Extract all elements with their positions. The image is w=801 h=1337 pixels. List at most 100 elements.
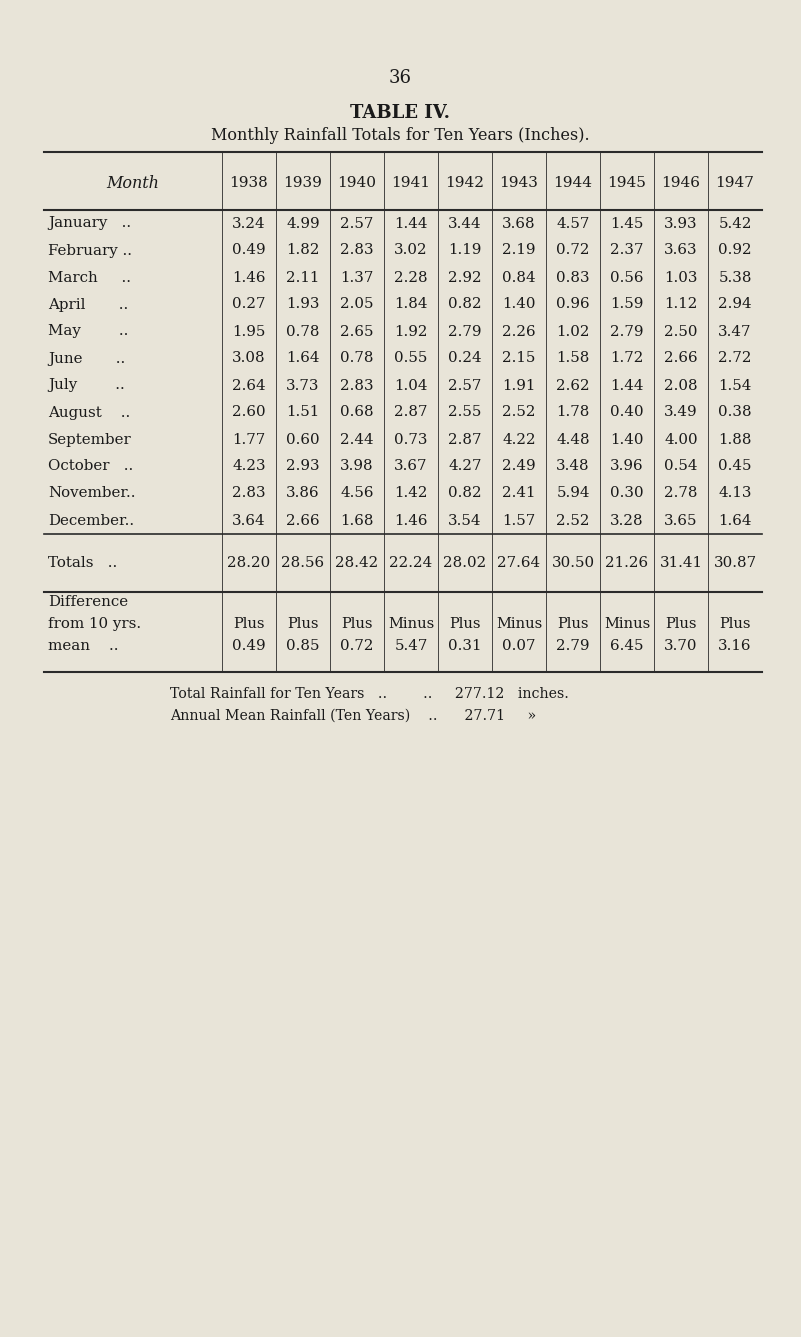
Text: 5.38: 5.38 [718, 270, 752, 285]
Text: TABLE IV.: TABLE IV. [351, 104, 450, 122]
Text: 27.64: 27.64 [497, 556, 541, 570]
Text: 1.45: 1.45 [610, 217, 644, 230]
Text: 0.85: 0.85 [286, 639, 320, 652]
Text: mean    ..: mean .. [48, 639, 119, 652]
Text: Minus: Minus [388, 616, 434, 631]
Text: 0.27: 0.27 [232, 298, 266, 312]
Text: 3.96: 3.96 [610, 460, 644, 473]
Text: 0.40: 0.40 [610, 405, 644, 420]
Text: 2.05: 2.05 [340, 298, 374, 312]
Text: 3.63: 3.63 [664, 243, 698, 258]
Text: 2.55: 2.55 [449, 405, 481, 420]
Text: 3.98: 3.98 [340, 460, 374, 473]
Text: 0.96: 0.96 [556, 298, 590, 312]
Text: 1.84: 1.84 [394, 298, 428, 312]
Text: 2.83: 2.83 [340, 243, 374, 258]
Text: 2.08: 2.08 [664, 378, 698, 393]
Text: July        ..: July .. [48, 378, 125, 393]
Text: April       ..: April .. [48, 298, 128, 312]
Text: December..: December.. [48, 513, 134, 528]
Text: 0.78: 0.78 [340, 352, 374, 365]
Text: 2.50: 2.50 [664, 325, 698, 338]
Text: 1.93: 1.93 [286, 298, 320, 312]
Text: 1.12: 1.12 [664, 298, 698, 312]
Text: 0.68: 0.68 [340, 405, 374, 420]
Text: from 10 yrs.: from 10 yrs. [48, 616, 141, 631]
Text: Difference: Difference [48, 595, 128, 608]
Text: 4.00: 4.00 [664, 432, 698, 447]
Text: 2.60: 2.60 [232, 405, 266, 420]
Text: 1943: 1943 [500, 176, 538, 190]
Text: 1947: 1947 [715, 176, 755, 190]
Text: 1.68: 1.68 [340, 513, 374, 528]
Text: 3.64: 3.64 [232, 513, 266, 528]
Text: 2.65: 2.65 [340, 325, 374, 338]
Text: 3.86: 3.86 [286, 487, 320, 500]
Text: August    ..: August .. [48, 405, 131, 420]
Text: 28.02: 28.02 [444, 556, 487, 570]
Text: Plus: Plus [288, 616, 319, 631]
Text: 1938: 1938 [230, 176, 268, 190]
Text: 1.77: 1.77 [232, 432, 266, 447]
Text: 0.84: 0.84 [502, 270, 536, 285]
Text: Plus: Plus [341, 616, 372, 631]
Text: 0.82: 0.82 [449, 487, 482, 500]
Text: 0.07: 0.07 [502, 639, 536, 652]
Text: Minus: Minus [604, 616, 650, 631]
Text: 1945: 1945 [608, 176, 646, 190]
Text: 3.24: 3.24 [232, 217, 266, 230]
Text: 2.52: 2.52 [556, 513, 590, 528]
Text: 0.54: 0.54 [664, 460, 698, 473]
Text: 4.48: 4.48 [556, 432, 590, 447]
Text: 1.54: 1.54 [718, 378, 751, 393]
Text: 3.48: 3.48 [556, 460, 590, 473]
Text: 1942: 1942 [445, 176, 485, 190]
Text: 1.59: 1.59 [610, 298, 644, 312]
Text: 4.13: 4.13 [718, 487, 752, 500]
Text: 3.47: 3.47 [718, 325, 752, 338]
Text: 1.46: 1.46 [394, 513, 428, 528]
Text: 0.30: 0.30 [610, 487, 644, 500]
Text: November..: November.. [48, 487, 135, 500]
Text: 6.45: 6.45 [610, 639, 644, 652]
Text: 1.78: 1.78 [557, 405, 590, 420]
Text: 2.79: 2.79 [610, 325, 644, 338]
Text: 3.65: 3.65 [664, 513, 698, 528]
Text: June       ..: June .. [48, 352, 125, 365]
Text: 2.11: 2.11 [286, 270, 320, 285]
Text: 2.92: 2.92 [449, 270, 482, 285]
Text: 5.94: 5.94 [556, 487, 590, 500]
Text: 2.87: 2.87 [394, 405, 428, 420]
Text: 0.55: 0.55 [394, 352, 428, 365]
Text: 0.60: 0.60 [286, 432, 320, 447]
Text: Month: Month [107, 175, 159, 191]
Text: Plus: Plus [719, 616, 751, 631]
Text: 3.49: 3.49 [664, 405, 698, 420]
Text: 1.02: 1.02 [556, 325, 590, 338]
Text: 5.47: 5.47 [394, 639, 428, 652]
Text: 1.88: 1.88 [718, 432, 752, 447]
Text: 2.57: 2.57 [449, 378, 481, 393]
Text: 3.02: 3.02 [394, 243, 428, 258]
Text: 30.87: 30.87 [714, 556, 757, 570]
Text: January   ..: January .. [48, 217, 131, 230]
Text: 4.57: 4.57 [557, 217, 590, 230]
Text: 2.66: 2.66 [286, 513, 320, 528]
Text: 3.67: 3.67 [394, 460, 428, 473]
Text: 0.49: 0.49 [232, 243, 266, 258]
Text: 0.45: 0.45 [718, 460, 752, 473]
Text: 2.83: 2.83 [232, 487, 266, 500]
Text: 30.50: 30.50 [551, 556, 594, 570]
Text: 0.83: 0.83 [556, 270, 590, 285]
Text: 1.37: 1.37 [340, 270, 374, 285]
Text: 1939: 1939 [284, 176, 323, 190]
Text: 1.51: 1.51 [287, 405, 320, 420]
Text: 3.44: 3.44 [449, 217, 482, 230]
Text: 0.78: 0.78 [286, 325, 320, 338]
Text: 0.73: 0.73 [394, 432, 428, 447]
Text: 0.49: 0.49 [232, 639, 266, 652]
Text: 2.62: 2.62 [556, 378, 590, 393]
Text: 1.44: 1.44 [610, 378, 644, 393]
Text: 2.28: 2.28 [394, 270, 428, 285]
Text: 3.70: 3.70 [664, 639, 698, 652]
